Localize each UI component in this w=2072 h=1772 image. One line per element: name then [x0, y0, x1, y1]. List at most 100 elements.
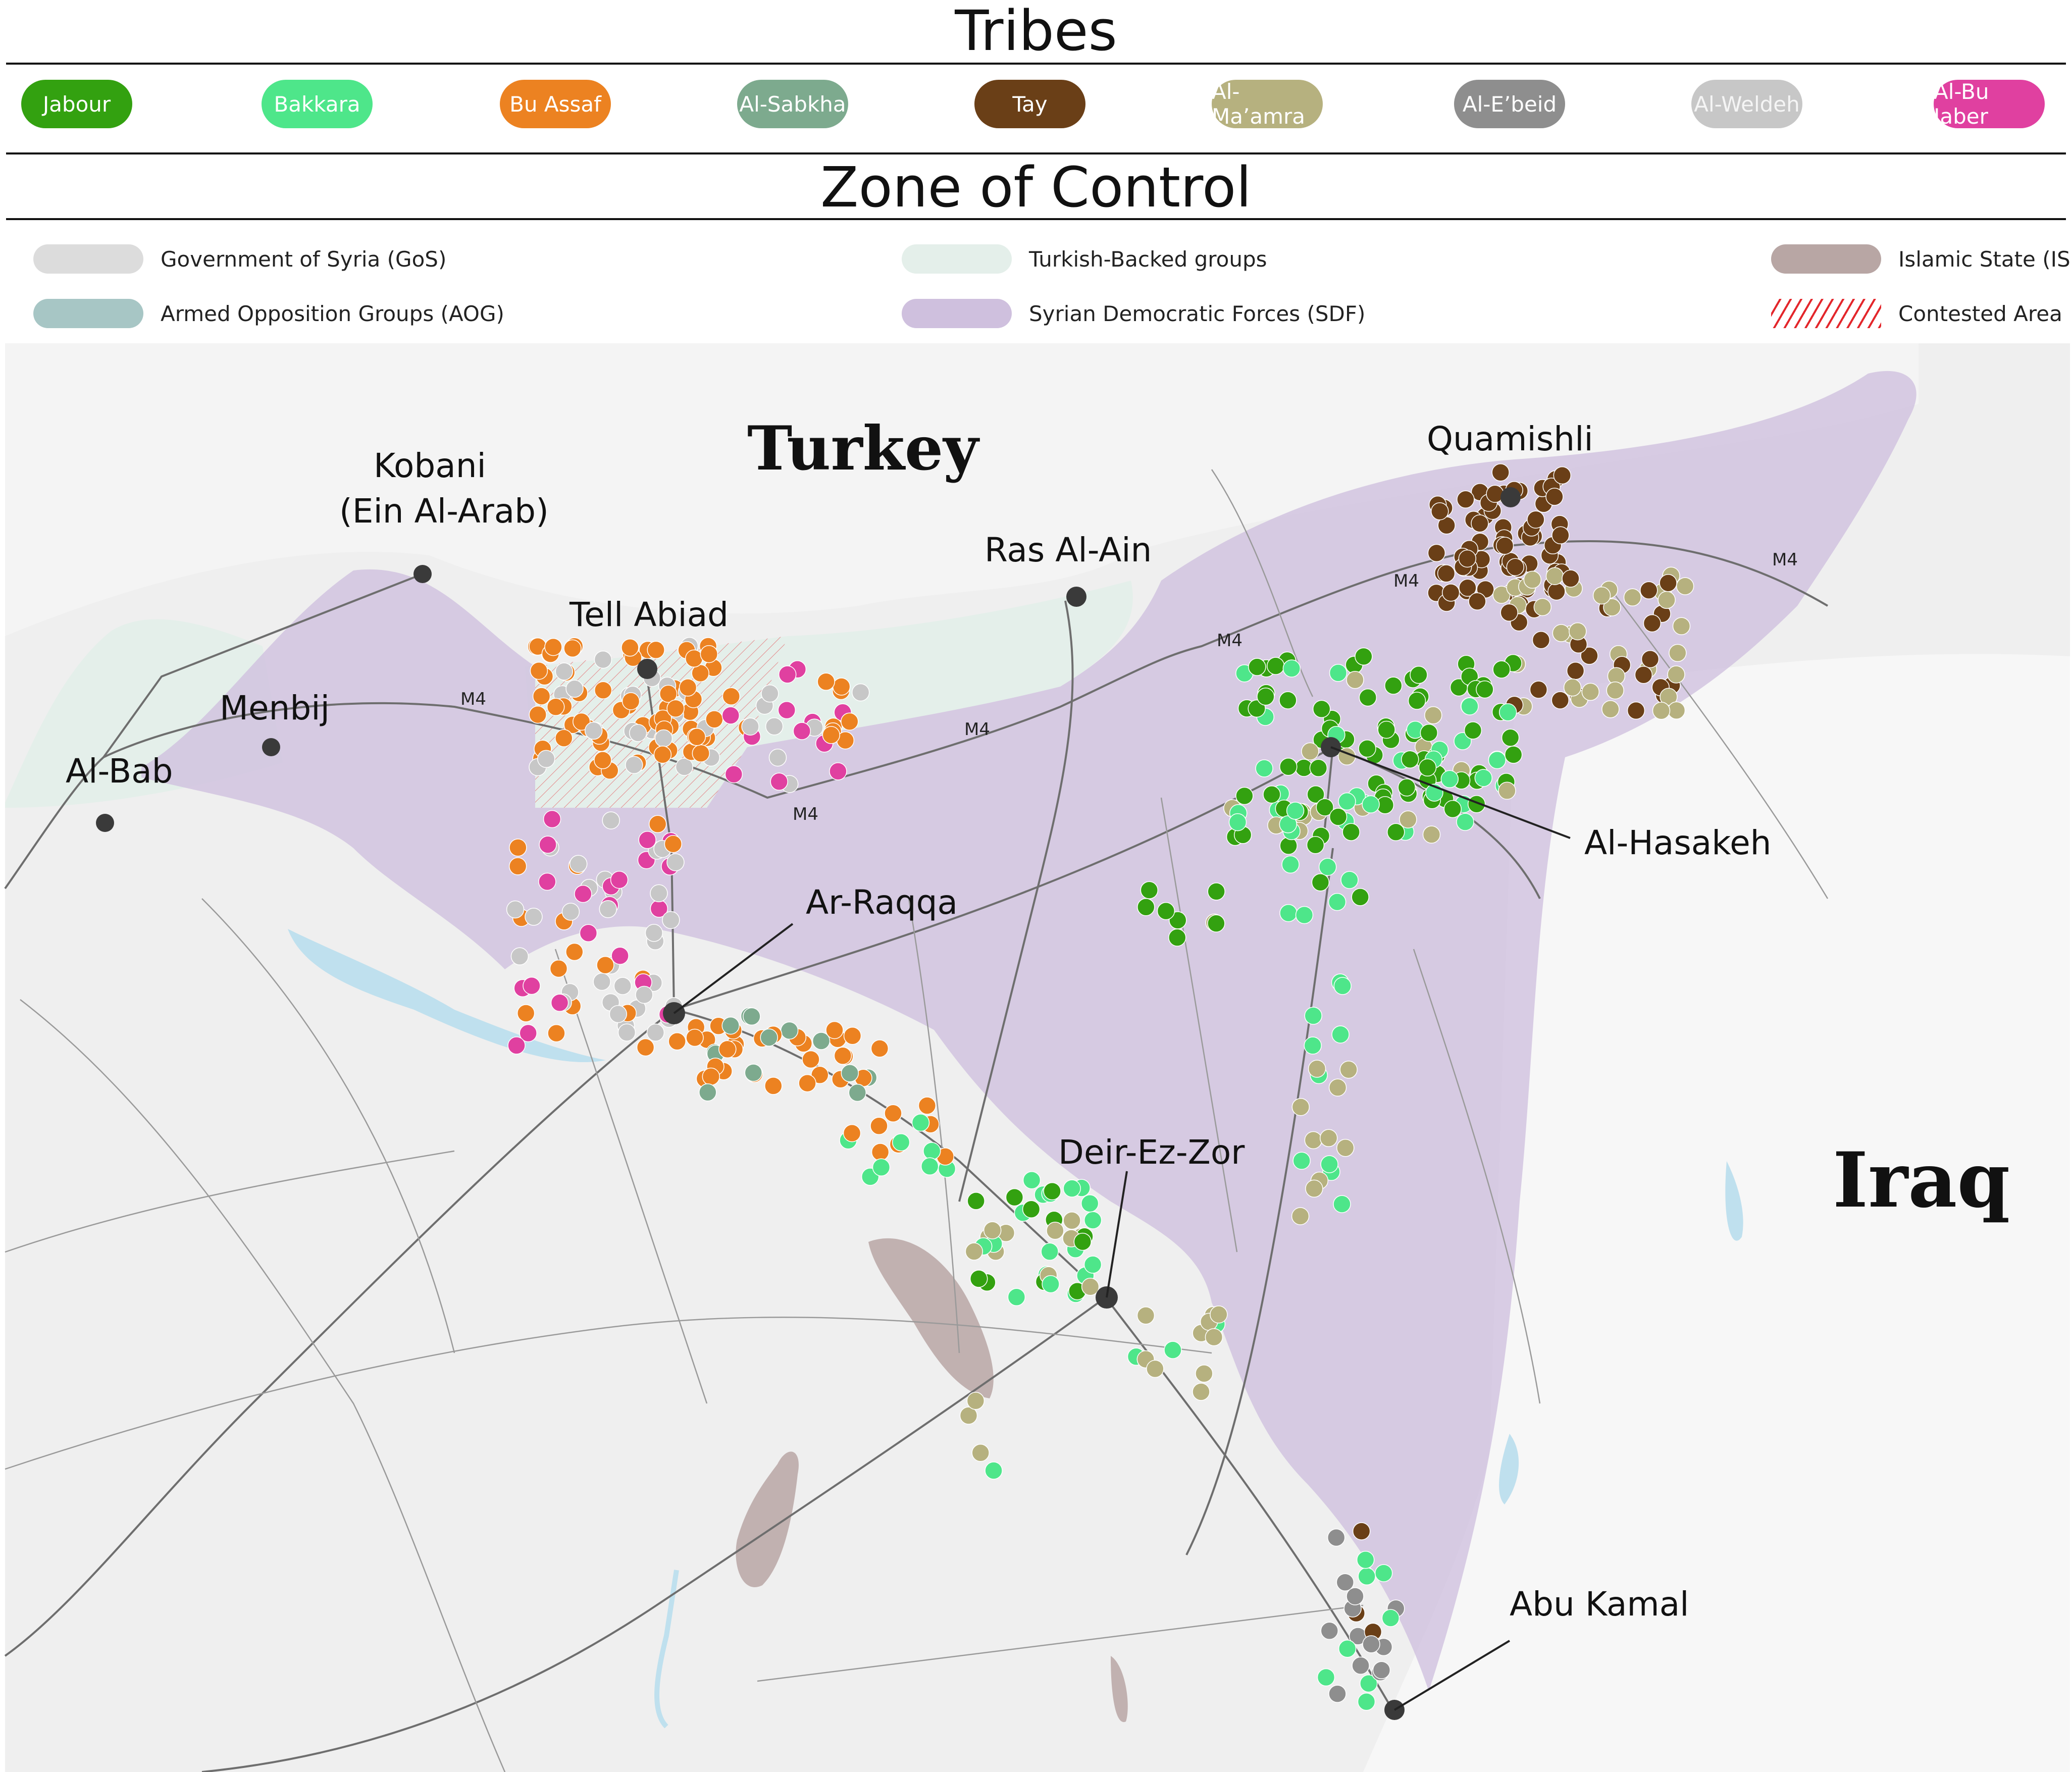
city-label-quamishli: Quamishli — [1427, 420, 1593, 458]
tribe-marker — [629, 724, 647, 742]
tribe-marker — [1328, 893, 1346, 911]
tribe-marker — [1443, 800, 1462, 818]
tribe-marker — [1676, 577, 1694, 595]
tribe-marker — [1279, 757, 1298, 776]
tribe-marker — [1146, 1360, 1164, 1378]
map[interactable]: Turkey Iraq M4 M4 M4 M4 M4 M4 Kobani (Ei… — [0, 343, 2072, 1772]
tribe-marker — [1623, 588, 1642, 607]
tribe-marker — [892, 1133, 910, 1152]
city-marker-menbij[interactable] — [262, 738, 280, 756]
tribe-marker — [539, 836, 557, 854]
tribe-marker — [1592, 586, 1611, 605]
zone-label-aog: Armed Opposition Groups (AOG) — [161, 301, 504, 326]
tribes-top-rule — [6, 63, 2066, 65]
tribe-marker — [1667, 665, 1685, 684]
city-marker-al-bab[interactable] — [96, 814, 114, 832]
city-marker-kobani[interactable] — [413, 565, 432, 583]
tribe-marker — [549, 959, 568, 978]
aog-swatch — [33, 299, 143, 328]
tribe-marker — [1440, 770, 1459, 789]
tribe-marker — [1317, 1668, 1335, 1687]
tribe-marker — [1424, 706, 1442, 724]
tribe-marker — [529, 705, 547, 724]
tribe-marker — [544, 638, 562, 656]
road-menbij-kobani — [102, 573, 423, 758]
tribe-marker — [843, 1026, 862, 1045]
road-label-m4-west: M4 — [460, 689, 486, 709]
tribe-marker — [770, 772, 788, 791]
city-marker-ras-al-ain[interactable] — [1066, 587, 1086, 607]
country-label-iraq: Iraq — [1833, 1136, 2010, 1225]
tribe-marker — [1308, 1060, 1326, 1078]
road-label-m4-hasakeh: M4 — [1217, 631, 1242, 651]
tribe-marker — [780, 1021, 799, 1040]
tribe-marker — [530, 661, 548, 680]
tribe-marker — [1080, 1194, 1099, 1213]
tribe-marker — [1309, 759, 1328, 777]
tribe-marker — [507, 1036, 526, 1055]
tribe-marker — [967, 1192, 985, 1210]
city-marker-quamishli[interactable] — [1500, 487, 1521, 507]
tribe-marker — [679, 679, 697, 697]
city-label-menbij: Menbij — [220, 689, 330, 727]
tribe-marker — [1669, 644, 1687, 662]
tribe-marker — [555, 729, 573, 747]
tribe-marker — [765, 717, 784, 736]
tribe-marker — [721, 1016, 740, 1035]
tribe-marker — [563, 639, 582, 658]
city-label-al-hasakeh: Al-Hasakeh — [1584, 823, 1772, 862]
tribe-marker — [569, 855, 588, 873]
tribe-marker — [817, 672, 835, 691]
tribe-legend-al-weldeh: Al-Weldeh — [1691, 80, 1802, 128]
road-raqqa-southwest — [4, 1009, 675, 1657]
tribe-marker — [959, 1406, 978, 1425]
tribe-marker — [555, 662, 574, 681]
tribe-marker — [1474, 769, 1493, 787]
tribe-marker — [546, 698, 565, 716]
tribe-marker — [617, 1023, 636, 1041]
tribe-marker — [971, 1443, 990, 1462]
tribe-marker — [1168, 928, 1186, 947]
tribe-marker — [1431, 502, 1449, 520]
tribe-marker — [700, 645, 718, 663]
tribe-marker — [1205, 1328, 1223, 1346]
tribe-marker — [1083, 1211, 1102, 1229]
tribe-marker — [1641, 650, 1660, 668]
tribe-marker — [1291, 1098, 1310, 1116]
tribe-marker — [1357, 1693, 1376, 1711]
tribe-marker — [636, 1038, 655, 1057]
tribe-marker — [645, 924, 663, 942]
tribe-marker — [802, 1050, 820, 1069]
tribe-marker — [1311, 873, 1330, 892]
city-marker-tell-abiad[interactable] — [637, 659, 657, 679]
tribe-marker — [1157, 902, 1175, 920]
tribe-marker — [692, 744, 710, 762]
tribe-marker — [611, 947, 629, 965]
tribe-marker — [1340, 871, 1359, 889]
tribe-marker — [1545, 567, 1564, 585]
tribe-marker — [1304, 1036, 1322, 1055]
is-swatch — [1771, 244, 1881, 274]
tribe-marker — [538, 872, 556, 891]
tribe-marker — [1456, 813, 1474, 831]
tribe-legend-al-bu-jaber: Al-Bu Jaber — [1934, 79, 2045, 129]
tribe-marker — [761, 685, 779, 703]
tribe-marker — [1672, 617, 1691, 635]
zones-title: Zone of Control — [820, 155, 1252, 220]
tribe-marker — [1362, 1635, 1380, 1653]
tribe-marker — [1566, 661, 1585, 680]
tribe-marker — [1358, 1567, 1376, 1586]
tribe-marker — [602, 811, 620, 829]
tribe-marker — [508, 857, 527, 875]
tribe-marker — [871, 1143, 890, 1161]
zone-legend-turkish-backed: Turkish-Backed groups — [902, 244, 1267, 274]
tribe-marker — [1408, 692, 1426, 710]
tribe-marker — [1652, 702, 1671, 720]
tribe-marker — [1547, 582, 1566, 601]
tribe-marker — [1569, 622, 1587, 641]
tribe-marker — [1551, 526, 1570, 545]
tribe-marker — [1301, 742, 1319, 761]
tribe-marker — [1441, 584, 1460, 602]
tribe-marker — [574, 884, 592, 903]
tribe-marker — [870, 1039, 889, 1058]
